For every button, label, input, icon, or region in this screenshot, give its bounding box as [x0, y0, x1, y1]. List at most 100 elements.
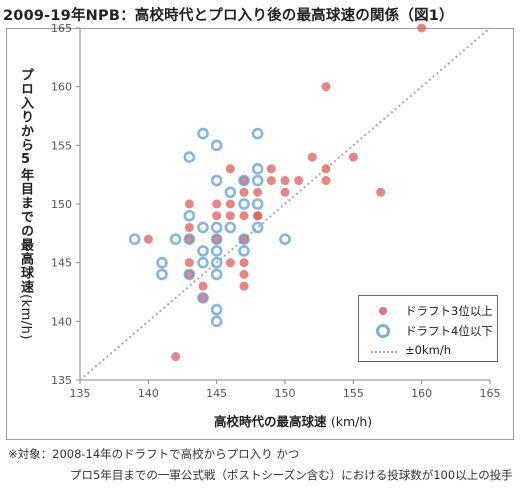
data-point-draft-top	[225, 199, 235, 209]
x-tick-label: 140	[138, 387, 159, 400]
x-axis-label: 高校時代の最高球速	[214, 414, 327, 429]
data-point-draft-lower	[251, 221, 264, 234]
legend-label: ±0km/h	[405, 343, 451, 357]
data-point-draft-top	[184, 222, 194, 232]
data-point-draft-lower	[251, 163, 264, 175]
data-point-draft-lower	[156, 268, 168, 281]
legend-label: ドラフト4位以下	[405, 324, 493, 338]
x-tick-label: 165	[480, 387, 501, 400]
x-tick-label: 145	[206, 387, 227, 400]
data-point-draft-top	[266, 164, 276, 174]
data-point-draft-lower	[238, 174, 250, 187]
data-point-draft-top	[198, 293, 208, 303]
data-point-draft-top	[239, 211, 249, 221]
data-point-draft-lower	[210, 233, 223, 245]
data-point-draft-lower	[183, 233, 196, 245]
y-tick-label: 150	[51, 198, 72, 211]
data-point-draft-top	[239, 269, 249, 279]
filled-circle-icon	[379, 307, 387, 315]
data-point-draft-top	[253, 187, 263, 197]
data-point-draft-top	[225, 211, 235, 221]
x-axis-title: 高校時代の最高球速 (km/h)	[214, 411, 372, 430]
footnote-line-1: ※対象：2008-14年のドラフトで高校からプロ入り かつ	[8, 447, 300, 461]
y-tick-label: 135	[51, 374, 72, 387]
data-point-draft-lower	[210, 174, 223, 187]
y-tick-label: 160	[51, 81, 72, 94]
chart-frame	[6, 28, 514, 440]
dotted-line-icon	[371, 351, 397, 353]
data-point-draft-lower	[251, 174, 264, 187]
data-point-draft-top	[212, 234, 222, 244]
data-point-draft-top	[321, 176, 331, 186]
data-point-draft-top	[307, 152, 317, 162]
data-point-draft-lower	[197, 221, 209, 234]
data-point-draft-lower	[197, 256, 209, 269]
data-point-draft-lower	[210, 256, 223, 269]
data-point-draft-lower	[197, 127, 209, 140]
x-tick-label: 135	[70, 387, 91, 400]
data-point-draft-lower	[224, 186, 237, 199]
data-point-draft-top	[184, 269, 194, 279]
diagonal-line	[79, 27, 491, 381]
data-point-draft-lower	[156, 256, 168, 269]
data-point-draft-top	[239, 258, 249, 268]
data-point-draft-top	[239, 281, 249, 291]
data-point-draft-lower	[224, 221, 237, 234]
data-point-draft-top	[266, 176, 276, 186]
data-point-draft-lower	[210, 303, 223, 316]
legend-item-diagonal: ±0km/h	[359, 342, 497, 360]
data-point-draft-top	[198, 281, 208, 291]
data-point-draft-lower	[238, 198, 250, 210]
data-point-draft-lower	[128, 233, 141, 245]
y-axis-title: プロ入りから5年目までの最高球速(km/h)	[14, 68, 36, 340]
legend: ドラフト3位以上 ドラフト4位以下 ±0km/h	[358, 295, 498, 362]
data-point-draft-top	[143, 234, 153, 244]
data-point-draft-lower	[169, 233, 182, 245]
data-point-draft-top	[321, 82, 331, 92]
legend-item-draft-lower: ドラフト4位以下	[359, 322, 497, 340]
data-point-draft-top	[376, 187, 386, 197]
data-point-draft-top	[171, 352, 181, 362]
data-point-draft-top	[280, 187, 290, 197]
y-tick-label: 140	[51, 315, 72, 328]
data-point-draft-top	[184, 258, 194, 268]
data-point-draft-top	[184, 234, 194, 244]
data-point-draft-lower	[238, 233, 250, 245]
data-point-draft-top	[253, 211, 263, 221]
data-point-draft-lower	[210, 221, 223, 234]
data-point-draft-lower	[183, 209, 196, 222]
data-point-draft-lower	[183, 268, 196, 281]
data-point-draft-top	[239, 234, 249, 244]
data-point-draft-lower	[183, 151, 196, 163]
chart-title: 2009-19年NPB：高校時代とプロ入り後の最高球速の関係（図1）	[3, 8, 454, 24]
x-tick-label: 160	[411, 387, 432, 400]
data-point-draft-lower	[279, 233, 291, 245]
data-point-draft-top	[417, 23, 427, 33]
data-point-draft-top	[212, 211, 222, 221]
data-point-draft-lower	[197, 292, 209, 304]
open-circle-icon	[376, 324, 390, 338]
y-axis-unit: (km/h)	[18, 294, 33, 340]
data-point-draft-lower	[251, 127, 264, 140]
data-point-draft-top	[239, 187, 249, 197]
data-point-draft-top	[294, 176, 304, 186]
data-point-draft-lower	[210, 139, 223, 152]
data-point-draft-top	[225, 164, 235, 174]
data-point-draft-lower	[197, 245, 209, 257]
data-point-draft-lower	[251, 198, 264, 210]
data-point-draft-top	[280, 176, 290, 186]
data-point-draft-top	[321, 164, 331, 174]
legend-item-draft-top: ドラフト3位以上	[359, 302, 497, 320]
y-axis-label: プロ入りから5年目までの最高球速	[18, 68, 33, 294]
data-point-draft-lower	[210, 268, 223, 281]
y-tick-label: 145	[51, 257, 72, 270]
data-point-draft-lower	[210, 245, 223, 257]
footnote-line-2: プロ5年目までの一軍公式戦（ポストシーズン含む）における投球数が100以上の投手	[70, 468, 513, 482]
y-tick-label: 165	[51, 22, 72, 35]
data-point-draft-top	[212, 199, 222, 209]
y-tick-label: 155	[51, 139, 72, 152]
x-axis-unit: (km/h)	[330, 414, 373, 429]
data-point-draft-lower	[210, 315, 223, 328]
data-point-draft-lower	[238, 245, 250, 257]
